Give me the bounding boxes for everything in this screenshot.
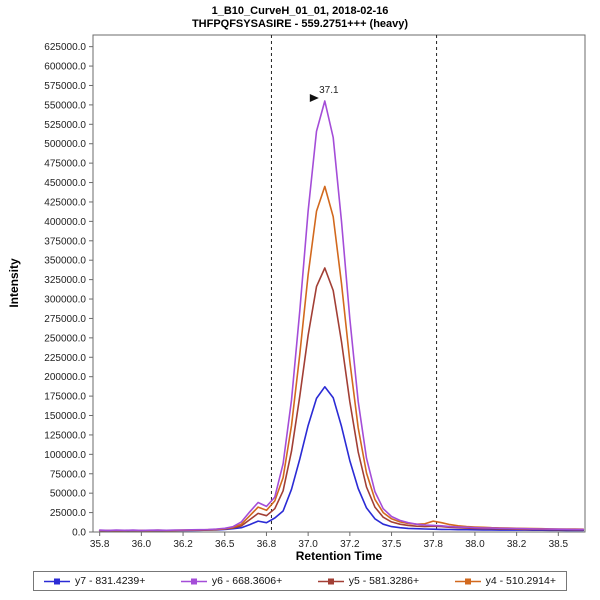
x-tick-label: 35.8: [90, 539, 110, 550]
series-line-y4[interactable]: [98, 185, 585, 532]
x-axis-label: Retention Time: [295, 549, 383, 563]
y-tick-label: 475000.0: [44, 159, 86, 170]
x-tick-label: 38.0: [465, 539, 485, 550]
y-tick-label: 425000.0: [44, 197, 86, 208]
legend-item-y6: y6 - 668.3606+: [180, 575, 283, 587]
y-tick-label: 150000.0: [44, 411, 86, 422]
x-tick-label: 37.8: [423, 539, 443, 550]
x-tick-label: 38.5: [549, 539, 569, 550]
y-tick-label: 600000.0: [44, 62, 86, 73]
legend-item-y7: y7 - 831.4239+: [44, 575, 145, 587]
y-tick-label: 575000.0: [44, 81, 86, 92]
y-tick-label: 350000.0: [44, 256, 86, 267]
legend-label: y5 - 581.3286+: [348, 575, 420, 587]
legend-item-y4: y4 - 510.2914+: [454, 575, 556, 587]
y-tick-label: 450000.0: [44, 178, 86, 189]
y-tick-label: 325000.0: [44, 275, 86, 286]
y-tick-label: 200000.0: [44, 372, 86, 383]
legend-line-marker-icon: [454, 578, 481, 584]
x-tick-label: 36.0: [132, 539, 152, 550]
y-tick-label: 375000.0: [44, 236, 86, 247]
y-tick-label: 75000.0: [50, 469, 87, 480]
x-tick-label: 37.0: [298, 539, 318, 550]
chart-titles: 1_B10_CurveH_01_01, 2018-02-16 THFPQFSYS…: [0, 5, 600, 31]
peak-arrow-icon: [309, 94, 319, 103]
y-tick-label: 175000.0: [44, 392, 86, 403]
legend-label: y7 - 831.4239+: [75, 575, 146, 587]
x-tick-label: 37.5: [382, 539, 402, 550]
peak-annotation-label: 37.1: [319, 85, 339, 96]
y-tick-label: 100000.0: [44, 450, 86, 461]
y-tick-label: 400000.0: [44, 217, 86, 228]
series-line-y7[interactable]: [98, 385, 585, 532]
y-tick-label: 625000.0: [44, 42, 86, 53]
chart-title: 1_B10_CurveH_01_01, 2018-02-16: [211, 5, 389, 17]
y-tick-label: 225000.0: [44, 353, 86, 364]
y-tick-label: 250000.0: [44, 333, 86, 344]
x-tick-label: 36.8: [257, 539, 277, 550]
y-tick-label: 500000.0: [44, 139, 86, 150]
legend-line-marker-icon: [44, 578, 70, 584]
x-tick-label: 36.5: [215, 539, 235, 550]
legend-label: y6 - 668.3606+: [211, 575, 283, 587]
x-tick-label: 36.2: [173, 539, 193, 550]
y-tick-label: 525000.0: [44, 120, 86, 131]
x-tick-label: 38.2: [507, 539, 527, 550]
legend-item-y5: y5 - 581.3286+: [317, 575, 420, 587]
legend-line-marker-icon: [317, 578, 344, 584]
legend-label: y4 - 510.2914+: [485, 575, 556, 587]
legend: y7 - 831.4239+ y6 - 668.3606+ y5 - 581.328…: [33, 571, 567, 591]
y-tick-label: 0.0: [72, 528, 86, 539]
series-line-y6[interactable]: [98, 100, 585, 532]
x-tick-label: 37.2: [340, 539, 360, 550]
legend-line-marker-icon: [180, 578, 207, 584]
y-tick-label: 275000.0: [44, 314, 86, 325]
y-tick-label: 25000.0: [50, 508, 87, 519]
plot-border: [92, 34, 586, 533]
y-tick-label: 550000.0: [44, 100, 86, 111]
y-tick-label: 300000.0: [44, 295, 86, 306]
y-tick-label: 125000.0: [44, 430, 86, 441]
y-tick-label: 50000.0: [50, 489, 87, 500]
chart-subtitle: THFPQFSYSASIRE - 559.2751+++ (heavy): [191, 18, 409, 30]
series-line-y5[interactable]: [98, 267, 585, 532]
